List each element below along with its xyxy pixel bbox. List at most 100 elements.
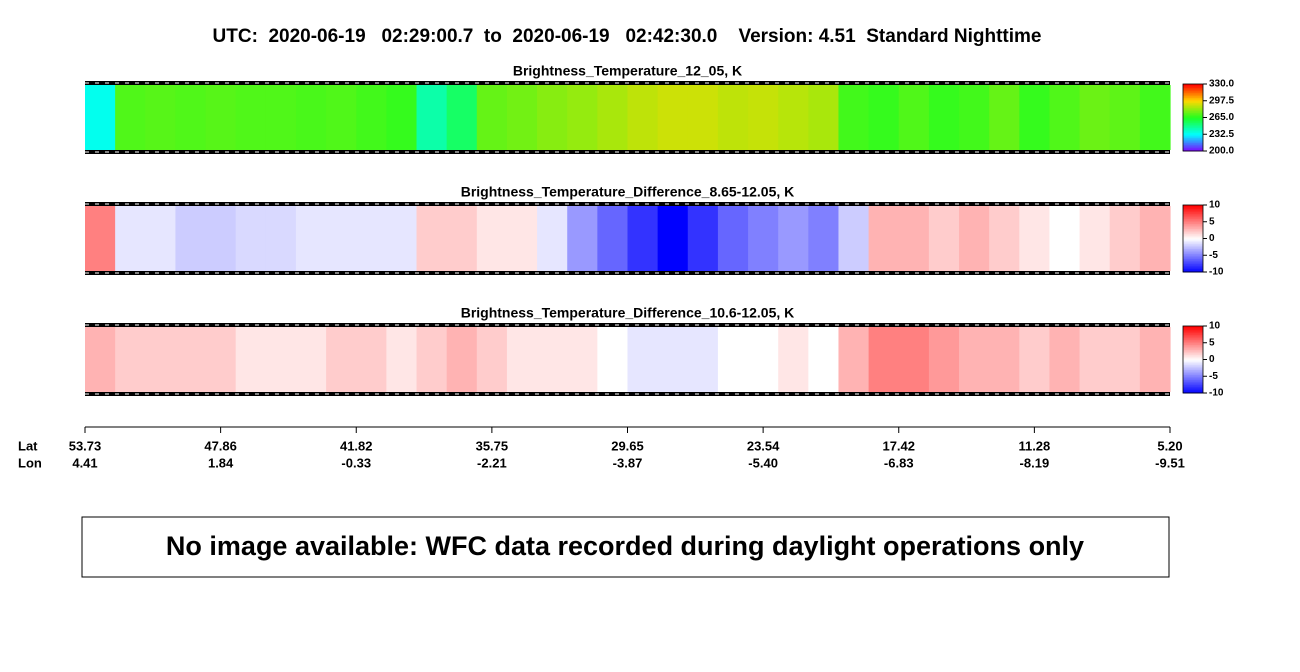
- colorbar-label: 330.0: [1209, 79, 1234, 90]
- heat-cell: [597, 327, 629, 392]
- heat-cell: [416, 327, 448, 392]
- colorbar-cell: [1183, 130, 1203, 134]
- heat-cell: [416, 85, 448, 150]
- colorbar-label: 265.0: [1209, 112, 1234, 123]
- heat-cell: [778, 327, 809, 392]
- heat-cell: [1049, 327, 1081, 392]
- colorbar-cell: [1183, 253, 1203, 256]
- heat-cell: [567, 206, 598, 271]
- colorbar-cell: [1183, 329, 1203, 332]
- heat-cell: [898, 327, 930, 392]
- heat-cell: [748, 206, 779, 271]
- colorbar-cell: [1183, 231, 1203, 234]
- heat-cell: [295, 327, 327, 392]
- heat-cell: [597, 85, 629, 150]
- colorbar-label: 232.5: [1209, 129, 1234, 140]
- heat-cell: [928, 206, 960, 271]
- colorbar-cell: [1183, 124, 1203, 127]
- heat-cell: [868, 206, 900, 271]
- colorbar-cell: [1183, 114, 1203, 117]
- colorbar-cell: [1183, 144, 1203, 147]
- heat-cell: [1109, 85, 1141, 150]
- lon-label: -3.87: [613, 455, 643, 470]
- colorbar-cell: [1183, 125, 1203, 129]
- heat-cell: [1079, 327, 1111, 392]
- colorbar-cell: [1183, 129, 1203, 132]
- heat-cell: [386, 85, 418, 150]
- heat-cell: [959, 85, 990, 150]
- colorbar-cell: [1183, 220, 1203, 223]
- colorbar-cell: [1183, 391, 1203, 394]
- colorbar-cell: [1183, 357, 1203, 360]
- heat-cell: [265, 206, 297, 271]
- heat-cell: [1049, 206, 1081, 271]
- heat-cell: [687, 85, 719, 150]
- colorbar-label: 0: [1209, 354, 1215, 365]
- colorbar-cell: [1183, 238, 1203, 241]
- colorbar-cell: [1183, 142, 1203, 145]
- colorbar-cell: [1183, 255, 1203, 258]
- colorbar-cell: [1183, 92, 1203, 95]
- colorbar-cell: [1183, 341, 1203, 344]
- colorbar-cell: [1183, 216, 1203, 219]
- heat-cell: [115, 206, 146, 271]
- colorbar-cell: [1183, 135, 1203, 139]
- colorbar-cell: [1183, 104, 1203, 107]
- heat-cell: [326, 85, 357, 150]
- heat-cell: [657, 327, 689, 392]
- colorbar-cell: [1183, 99, 1203, 102]
- page-title: UTC: 2020-06-19 02:29:00.7 to 2020-06-19…: [213, 26, 1042, 47]
- colorbar-cell: [1183, 119, 1203, 122]
- colorbar-cell: [1183, 369, 1203, 372]
- colorbar-cell: [1183, 208, 1203, 211]
- heat-cell: [115, 85, 146, 150]
- heat-cell: [416, 206, 448, 271]
- colorbar-cell: [1183, 367, 1203, 371]
- colorbar-cell: [1183, 327, 1203, 330]
- heat-cell: [205, 327, 237, 392]
- heat-cell: [326, 206, 357, 271]
- heat-cell: [145, 327, 177, 392]
- heat-cell: [959, 206, 990, 271]
- heat-cell: [1019, 327, 1051, 392]
- colorbar-cell: [1183, 225, 1203, 228]
- colorbar-cell: [1183, 334, 1203, 337]
- heat-cell: [476, 327, 508, 392]
- colorbar-cell: [1183, 342, 1203, 345]
- colorbar-cell: [1183, 366, 1203, 369]
- colorbar-cell: [1183, 260, 1203, 263]
- heat-cell: [265, 327, 297, 392]
- lat-label: 53.73: [69, 438, 102, 453]
- colorbar-cell: [1183, 206, 1203, 209]
- heat-cell: [326, 327, 357, 392]
- heat-cell: [748, 85, 779, 150]
- heat-cell: [265, 85, 297, 150]
- heat-cell: [898, 206, 930, 271]
- heat-cell: [627, 85, 659, 150]
- lon-label: -9.51: [1155, 455, 1185, 470]
- heat-cell: [295, 85, 327, 150]
- heat-cell: [898, 85, 930, 150]
- colorbar-cell: [1183, 84, 1203, 87]
- colorbar-label: -5: [1209, 250, 1218, 261]
- heat-cell: [85, 327, 116, 392]
- colorbar-label: 297.5: [1209, 95, 1234, 106]
- heat-cell: [537, 327, 568, 392]
- heat-cell: [838, 206, 870, 271]
- colorbar-cell: [1183, 100, 1203, 103]
- colorbar-cell: [1183, 221, 1203, 224]
- heat-cell: [959, 327, 990, 392]
- lon-label: 1.84: [208, 455, 234, 470]
- colorbar-cell: [1183, 105, 1203, 108]
- heat-cell: [627, 206, 659, 271]
- heat-cell: [717, 327, 749, 392]
- colorbar-label: 0: [1209, 233, 1215, 244]
- heat-cell: [356, 327, 387, 392]
- heat-cell: [235, 327, 267, 392]
- colorbar-cell: [1183, 379, 1203, 382]
- colorbar-cell: [1183, 85, 1203, 88]
- colorbar-cell: [1183, 241, 1203, 245]
- colorbar-cell: [1183, 354, 1203, 357]
- colorbar-cell: [1183, 332, 1203, 335]
- colorbar-cell: [1183, 218, 1203, 221]
